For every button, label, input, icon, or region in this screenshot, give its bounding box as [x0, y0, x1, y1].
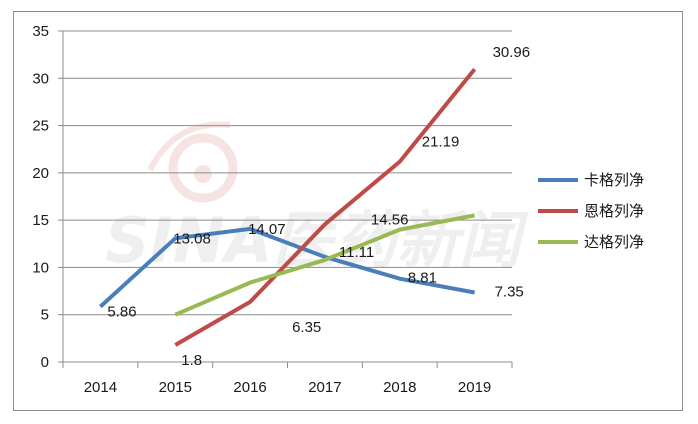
y-tick-label: 0 — [41, 354, 49, 371]
data-label: 5.86 — [107, 304, 136, 321]
data-label: 30.96 — [493, 44, 531, 61]
data-label: 6.35 — [292, 319, 321, 336]
series-line-1 — [99, 226, 475, 309]
data-label: 13.08 — [173, 230, 211, 247]
y-tick-label: 10 — [32, 259, 49, 276]
x-tick-label: 2016 — [233, 379, 266, 396]
y-tick-label: 15 — [32, 212, 49, 229]
x-tick-label: 2015 — [159, 379, 192, 396]
data-label: 1.8 — [181, 352, 202, 369]
data-label: 8.81 — [408, 270, 437, 287]
y-tick-label: 30 — [32, 70, 49, 87]
data-label: 11.11 — [339, 244, 374, 261]
grid — [63, 30, 512, 316]
x-tick-label: 2014 — [84, 379, 117, 396]
data-labels: 5.86 13.08 14.07 11.11 8.81 7.35 1.8 6.35 14.56 2… — [107, 44, 530, 369]
data-label: 21.19 — [422, 134, 460, 151]
legend-label: 卡格列净 — [584, 171, 644, 189]
y-tick-label: 35 — [32, 23, 49, 40]
legend-label: 达格列净 — [584, 233, 644, 251]
data-label: 14.56 — [371, 211, 409, 228]
x-tick-label: 2019 — [458, 379, 491, 396]
data-label: 14.07 — [248, 221, 286, 238]
axes: 0 5 10 15 20 25 30 35 2014 2015 2016 2017 2018 2019 — [32, 23, 513, 396]
series-lines — [99, 67, 477, 347]
legend-label: 恩格列净 — [584, 202, 644, 220]
y-tick-label: 20 — [32, 165, 49, 182]
series-line-2 — [174, 67, 477, 347]
x-tick-label: 2018 — [383, 379, 416, 396]
y-tick-label: 25 — [32, 118, 49, 135]
series-line-3 — [174, 213, 475, 317]
x-tick-label: 2017 — [308, 379, 341, 396]
data-label: 7.35 — [495, 283, 524, 300]
watermark-text: SINA医药新闻 — [105, 204, 530, 277]
y-tick-label: 5 — [41, 307, 49, 324]
